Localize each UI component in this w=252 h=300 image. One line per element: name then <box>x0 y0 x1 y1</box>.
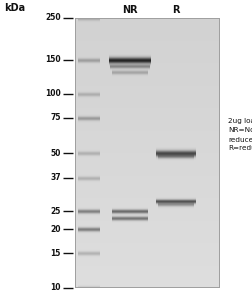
Text: 2ug loading
NR=Non-
reduced
R=reduced: 2ug loading NR=Non- reduced R=reduced <box>227 118 252 152</box>
Text: 50: 50 <box>50 148 61 158</box>
Text: 37: 37 <box>50 173 61 182</box>
Text: R: R <box>172 5 179 15</box>
Text: 20: 20 <box>50 224 61 233</box>
Text: 10: 10 <box>50 284 61 292</box>
Text: kDa: kDa <box>5 3 25 13</box>
Text: 100: 100 <box>45 89 61 98</box>
Text: 250: 250 <box>45 14 61 22</box>
Text: 150: 150 <box>45 56 61 64</box>
Text: 15: 15 <box>50 248 61 257</box>
Text: 75: 75 <box>50 113 61 122</box>
Text: NR: NR <box>122 5 137 15</box>
Text: 25: 25 <box>50 206 61 215</box>
